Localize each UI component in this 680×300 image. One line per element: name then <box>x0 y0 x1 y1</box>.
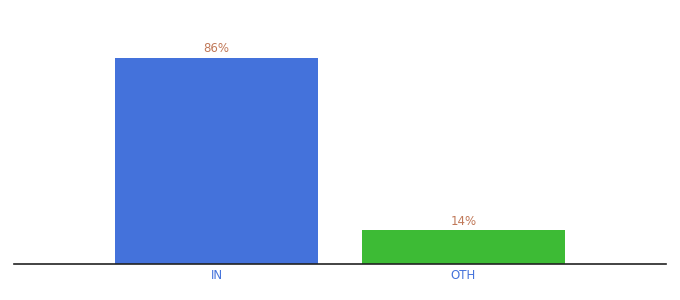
Text: 86%: 86% <box>204 42 230 55</box>
Bar <box>362 230 565 264</box>
Bar <box>115 58 318 264</box>
Text: 14%: 14% <box>450 215 477 228</box>
